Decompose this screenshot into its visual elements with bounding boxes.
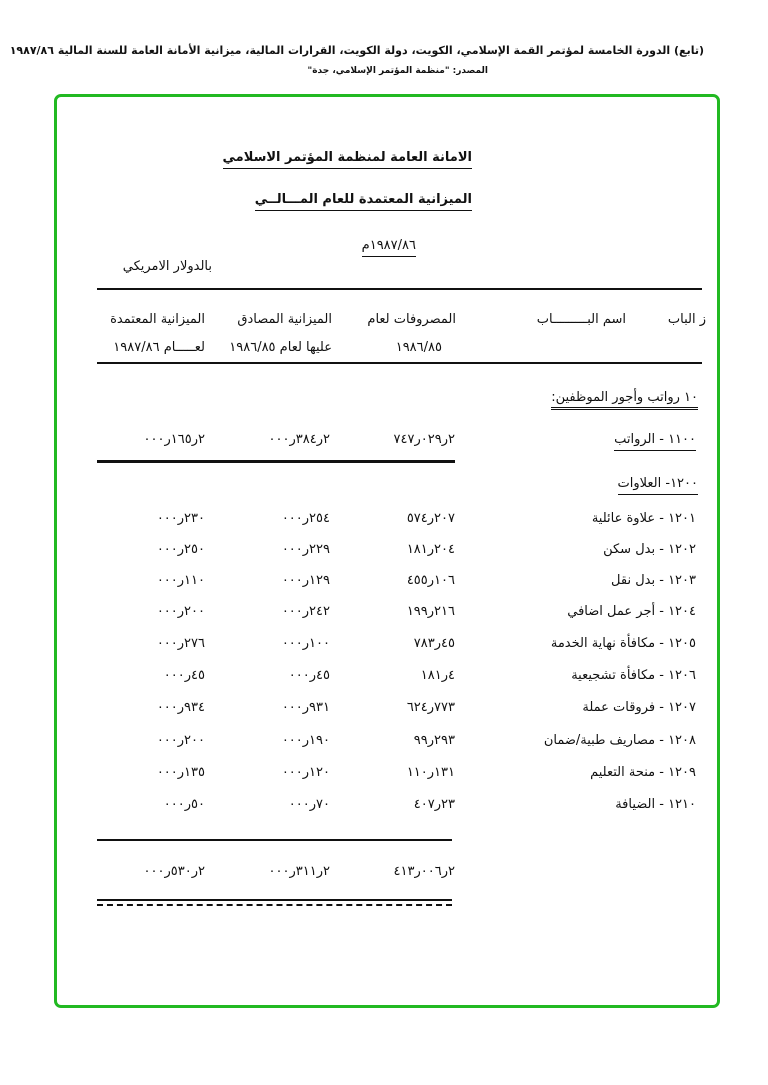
row-label: ١٢٠٥ - مكافأة نهاية الخدمة — [550, 636, 696, 651]
row-label: ١٢٠١ - علاوة عائلية — [591, 511, 696, 526]
section-heading: ١٠ رواتب وأجور الموظفين: — [551, 390, 698, 410]
currency-label: بالدولار الامريكي — [122, 259, 212, 274]
col-header-name: اسم البـــــــــاب — [536, 312, 626, 327]
total-approved: ٢ر٣١١ر٠٠٠ — [268, 864, 330, 879]
row-approved: ٤٥ر٠٠٠ — [288, 668, 330, 683]
row-label: ١٢٠٩ - منحة التعليم — [590, 765, 696, 780]
row-budget: ١١٠ر٠٠٠ — [156, 573, 205, 588]
header-rule-top — [97, 288, 702, 290]
row-label: ١٢٠٢ - بدل سكن — [603, 542, 696, 557]
row-budget: ٥٠ر٠٠٠ — [163, 797, 205, 812]
source-header-line1: (تابع) الدورة الخامسة لمؤتمر القمة الإسل… — [9, 44, 704, 57]
salaries-spent: ٢ر٠٢٩ر٧٤٧ — [393, 432, 455, 447]
total-spent: ٢ر٠٠٦ر٤١٣ — [393, 864, 455, 879]
header-rule-bottom — [97, 362, 702, 364]
row-label: ١٢٠٦ - مكافأة تشجيعية — [571, 668, 696, 683]
title-year: ١٩٨٧/٨٦م — [361, 238, 416, 257]
source-header-line2: المصدر: "منظمة المؤتمر الإسلامي، جدة" — [307, 66, 488, 76]
row-budget: ٤٥ر٠٠٠ — [163, 668, 205, 683]
highlight-frame — [54, 94, 720, 1008]
col-header-spent-1: المصروفات لعام — [367, 312, 456, 327]
col-header-code: ز الباب — [667, 312, 706, 327]
col-header-approved-1: الميزانية المصادق — [237, 312, 332, 327]
col-header-budget-1: الميزانية المعتمدة — [110, 312, 205, 327]
row-spent: ٧٧٣ر٦٢٤ — [406, 700, 455, 715]
row-spent: ٢٠٤ر١٨١ — [406, 542, 455, 557]
row-budget: ٢٠٠ر٠٠٠ — [156, 733, 205, 748]
col-header-approved-2: عليها لعام ١٩٨٦/٨٥ — [229, 340, 332, 355]
row-approved: ١٩٠ر٠٠٠ — [281, 733, 330, 748]
title-line2: الميزانية المعتمدة للعام المـــالــي — [254, 192, 472, 211]
row-label: ١٢٠٨ - مصاريف طبية/ضمان — [543, 733, 696, 748]
row-label: ١٢٠٧ - فروقات عملة — [582, 700, 696, 715]
row-spent: ٢٠٧ر٥٧٤ — [406, 511, 455, 526]
row-spent: ٢١٦ر١٩٩ — [406, 604, 455, 619]
total-rule — [97, 839, 452, 841]
row-budget: ٩٣٤ر٠٠٠ — [156, 700, 205, 715]
salaries-rule — [97, 460, 455, 463]
row-approved: ١٠٠ر٠٠٠ — [281, 636, 330, 651]
salaries-approved: ٢ر٣٨٤ر٠٠٠ — [268, 432, 330, 447]
row-spent: ٢٣ر٤٠٧ — [413, 797, 455, 812]
row-approved: ١٢٩ر٠٠٠ — [281, 573, 330, 588]
col-header-budget-2: لعـــــام ١٩٨٧/٨٦ — [113, 340, 205, 355]
row-approved: ١٢٠ر٠٠٠ — [281, 765, 330, 780]
row-approved: ٩٣١ر٠٠٠ — [281, 700, 330, 715]
title-line1: الامانة العامة لمنظمة المؤتمر الاسلامي — [222, 150, 472, 169]
row-approved: ٧٠ر٠٠٠ — [288, 797, 330, 812]
row-spent: ١٣١ر١١٠ — [406, 765, 455, 780]
row-budget: ٢٧٦ر٠٠٠ — [156, 636, 205, 651]
row-budget: ٢٣٠ر٠٠٠ — [156, 511, 205, 526]
row-label: ١٢١٠ - الضيافة — [615, 797, 696, 812]
salaries-label: ١١٠٠ - الرواتب — [614, 432, 696, 451]
row-spent: ١٠٦ر٤٥٥ — [406, 573, 455, 588]
row-budget: ١٣٥ر٠٠٠ — [156, 765, 205, 780]
row-budget: ٢٥٠ر٠٠٠ — [156, 542, 205, 557]
row-spent: ٤٥ر٧٨٣ — [413, 636, 455, 651]
allowances-heading: ١٢٠٠- العلاوات — [617, 476, 698, 495]
row-budget: ٢٠٠ر٠٠٠ — [156, 604, 205, 619]
salaries-budget: ٢ر١٦٥ر٠٠٠ — [143, 432, 205, 447]
row-label: ١٢٠٤ - أجر عمل اضافي — [567, 604, 696, 619]
row-spent: ٢٩٣ر٩٩ — [413, 733, 455, 748]
row-approved: ٢٥٤ر٠٠٠ — [281, 511, 330, 526]
row-spent: ٤ر١٨١ — [420, 668, 455, 683]
col-header-spent-2: ١٩٨٦/٨٥ — [395, 340, 442, 355]
total-budget: ٢ر٥٣٠ر٠٠٠ — [143, 864, 205, 879]
row-approved: ٢٤٢ر٠٠٠ — [281, 604, 330, 619]
row-approved: ٢٢٩ر٠٠٠ — [281, 542, 330, 557]
total-double-rule — [97, 899, 452, 906]
row-label: ١٢٠٣ - بدل نقل — [611, 573, 696, 588]
